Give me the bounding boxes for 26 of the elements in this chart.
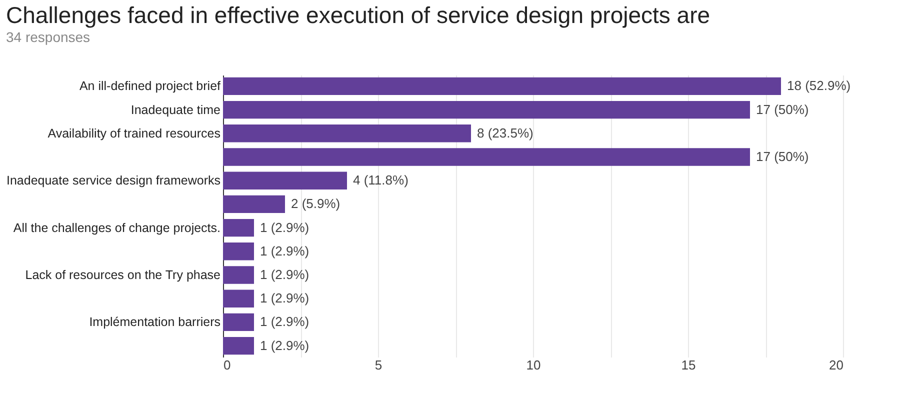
y-tick-label: Availability of trained resources [48, 126, 220, 140]
y-tick-label: Lack of resources on the Try phase [25, 268, 221, 282]
data-label: 4 (11.8%) [353, 172, 408, 188]
data-label: 2 (5.9%) [291, 196, 340, 212]
x-tick-label: 0 [224, 358, 231, 372]
chart-title: Challenges faced in effective execution of service design projects are [6, 2, 710, 28]
y-tick-label: Inadequate time [130, 102, 221, 117]
data-label: 18 (52.9%) [787, 78, 851, 94]
data-label: 1 (2.9%) [260, 314, 310, 330]
text: 34 responses [6, 29, 90, 45]
data-label: 17 (50%) [756, 149, 809, 164]
x-tick-label: 5 [374, 358, 382, 372]
y-tick-label: An ill-defined project brief [79, 79, 222, 94]
x-tick-label: 15 [681, 358, 696, 372]
data-label: 8 (23.5%) [477, 125, 534, 140]
data-label: 1 (2.9%) [260, 243, 310, 258]
data-label: 1 (2.9%) [260, 220, 310, 235]
data-label: 17 (50%) [756, 102, 809, 117]
x-tick-label: 10 [526, 358, 541, 372]
y-tick-label: Inadequate service design frameworks [6, 174, 220, 188]
y-tick-label: All the challenges of change projects. [13, 220, 220, 235]
data-label: 1 (2.9%) [260, 290, 310, 306]
data-label: 1 (2.9%) [260, 338, 310, 353]
x-tick-label: 20 [829, 358, 844, 372]
data-label: 1 (2.9%) [260, 266, 310, 282]
y-tick-label: Implémentation barriers [89, 315, 220, 330]
